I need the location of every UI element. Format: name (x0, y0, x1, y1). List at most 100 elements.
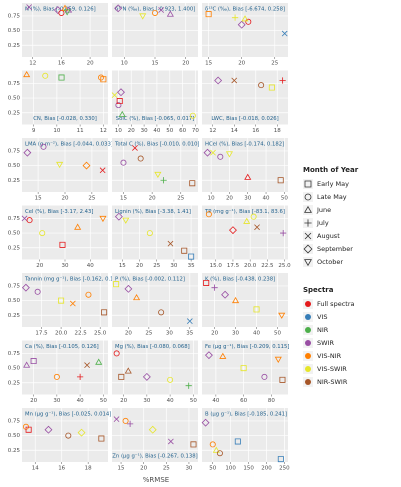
panel-background (22, 273, 108, 327)
point (148, 425, 157, 434)
point (39, 230, 46, 237)
panel-background (202, 3, 288, 57)
x-tick-label: 30 (185, 466, 192, 472)
point (245, 18, 252, 25)
panel-title: Fe (µg g⁻¹), Bias [-0.209, 0.115] (205, 343, 289, 350)
point (274, 356, 282, 363)
x-tick-label: 10 (121, 61, 128, 67)
point (114, 212, 123, 221)
point (277, 456, 284, 463)
x-tick-label: 20 (211, 331, 218, 337)
panel-title: P (%), Bias [-0.002, 0.112] (115, 277, 185, 283)
x-tick-label: 50 (209, 466, 216, 472)
legend-key (303, 257, 313, 267)
point (278, 312, 286, 319)
point (181, 247, 188, 254)
panel-background (202, 340, 288, 395)
y-tick-label: 0.25 (8, 178, 21, 184)
legend-label: VIS-SWIR (317, 365, 347, 373)
point (21, 283, 30, 292)
x-tick-label: 40 (263, 196, 270, 202)
panel-background (202, 408, 288, 462)
point (142, 372, 151, 381)
legend-label: July (316, 219, 329, 227)
point (113, 416, 120, 423)
x-tick-label: 20 (125, 331, 132, 337)
point (53, 6, 62, 14)
y-tick-label: 0.75 (8, 13, 21, 19)
x-tick-label: 25 (153, 263, 160, 269)
x-tick-label: 20.0 (244, 263, 257, 269)
point (281, 30, 288, 37)
panel-background (22, 340, 108, 395)
x-tick-label: 17.5 (35, 331, 48, 337)
point (154, 171, 162, 179)
point (133, 293, 141, 301)
point (124, 367, 132, 374)
legend-label: VIS (317, 313, 328, 321)
x-tick-label: 25 (163, 466, 170, 472)
legend-key (303, 179, 313, 189)
point (99, 215, 107, 223)
point (253, 306, 260, 313)
point (146, 230, 153, 237)
x-tick-label: 40 (77, 398, 84, 404)
panel-title: LWC, Bias [-0.018, 0.026] (211, 116, 278, 122)
point (232, 296, 240, 304)
point (240, 365, 247, 372)
x-tick-label: 25 (177, 196, 184, 202)
x-tick-label: 200 (261, 466, 272, 472)
legend-label: SWIR (317, 339, 334, 347)
point (189, 112, 196, 119)
panel-background (112, 273, 198, 327)
x-tick-label: 16 (252, 128, 259, 134)
x-tick-label: 25 (145, 331, 152, 337)
point (234, 438, 241, 445)
panel-title: Mn (µg g⁻¹), Bias [-0.025, 0.014] (25, 411, 111, 418)
legend-symbol (304, 232, 312, 240)
panel-title: Zn (µg g⁻¹), Bias [-0.267, 0.138] (112, 453, 197, 460)
panel-title: HCel (%), Bias [-0.174, 0.182] (205, 142, 284, 148)
legend-symbol (305, 340, 311, 346)
point (30, 358, 37, 365)
y-tick-label: 0.25 (8, 43, 21, 49)
point (185, 382, 192, 389)
x-tick-label: 9 (32, 128, 36, 134)
point (34, 288, 41, 295)
x-tick-label: 14 (32, 466, 39, 472)
x-tick-label: 40 (87, 263, 94, 269)
x-tick-label: 40 (212, 398, 219, 404)
y-tick-label: 0.25 (8, 448, 21, 454)
legend-label: Full spectra (317, 300, 354, 308)
panel-background (22, 408, 108, 462)
point (76, 373, 84, 381)
point (152, 10, 159, 16)
x-tick-label: 12 (29, 61, 36, 67)
point (166, 10, 174, 17)
point (44, 425, 53, 434)
y-tick-label: 0.50 (8, 28, 21, 34)
point (77, 428, 86, 437)
x-tick-label: 20 (30, 398, 37, 404)
y-tick-label: 0.50 (8, 96, 21, 102)
x-tick-label: 30 (143, 398, 150, 404)
x-tick-label: 20 (182, 61, 189, 67)
x-tick-label: 60 (240, 398, 247, 404)
point (118, 110, 126, 118)
legend-key (303, 205, 313, 215)
legend-symbol (305, 353, 311, 359)
legend-symbol (304, 193, 312, 201)
y-tick-label: 0.75 (8, 148, 21, 154)
legend-symbol (305, 366, 311, 372)
point (58, 297, 65, 304)
legend-label: August (317, 232, 340, 240)
point (280, 229, 287, 237)
point (158, 309, 165, 316)
point (167, 240, 174, 247)
x-tick-label: 10 (115, 128, 122, 134)
panel-title: Ca (%), Bias [-0.105, 0.126] (25, 344, 99, 350)
x-tick-label: 11 (77, 128, 84, 134)
x-tick-label: 35 (188, 263, 195, 269)
point (229, 226, 237, 235)
x-tick-label: 20 (128, 128, 135, 134)
